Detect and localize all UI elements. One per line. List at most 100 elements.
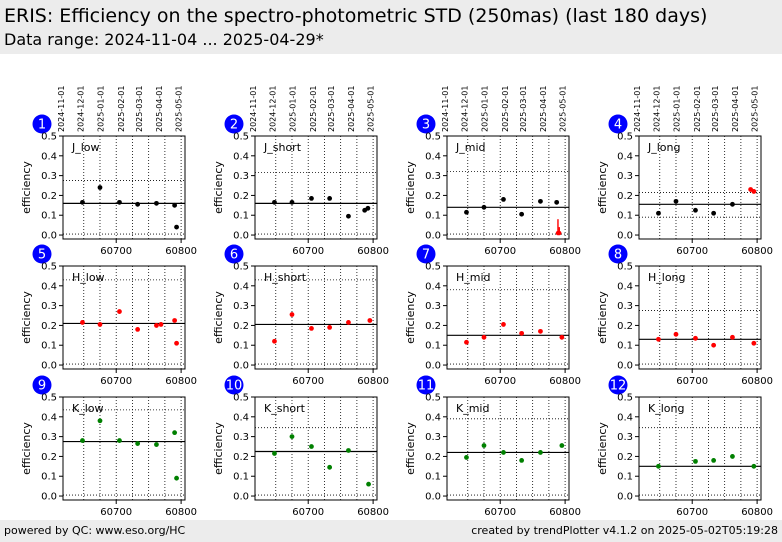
date-tick-label: 2025-01-01 — [481, 86, 490, 133]
y-tick-label: 0.3 — [617, 301, 633, 312]
data-point — [154, 442, 159, 447]
panel-label: J_long — [647, 141, 680, 154]
y-tick-label: 0.2 — [617, 321, 633, 332]
x-tick-label: 60700 — [100, 507, 132, 518]
plot-frame — [254, 396, 378, 501]
data-point — [501, 196, 506, 202]
data-point — [289, 199, 295, 205]
y-tick-label: 0.2 — [425, 191, 441, 202]
y-tick-label: 0.1 — [233, 211, 249, 222]
date-tick-label: 2025-03-01 — [519, 86, 528, 133]
header-bar: ERIS: Efficiency on the spectro-photomet… — [0, 0, 782, 54]
y-tick-label: 0.5 — [425, 262, 441, 273]
y-axis-label: efficiency — [404, 161, 417, 214]
y-tick-label: 0.0 — [233, 492, 249, 503]
data-point — [80, 199, 85, 205]
footer-bar: powered by QC: www.eso.org/HC created by… — [0, 520, 782, 542]
data-point — [559, 334, 565, 340]
data-point — [174, 224, 179, 230]
data-point — [481, 204, 487, 210]
panel-label: H_long — [648, 271, 686, 284]
date-tick-label: 2025-03-01 — [711, 86, 720, 133]
y-tick-label: 0.5 — [41, 393, 57, 404]
y-tick-label: 0.2 — [617, 452, 633, 463]
y-axis-label: efficiency — [596, 422, 609, 475]
data-point — [501, 450, 506, 455]
data-point — [289, 434, 295, 440]
date-tick-label: 2024-11-01 — [633, 86, 642, 133]
data-point — [172, 202, 178, 208]
data-point — [80, 320, 85, 325]
data-point — [464, 209, 469, 215]
data-point — [158, 322, 164, 327]
x-tick-label: 60700 — [484, 507, 516, 518]
plot-frame — [62, 396, 186, 501]
y-tick-label: 0.5 — [41, 132, 57, 143]
date-tick-label: 2025-04-01 — [155, 86, 164, 133]
data-point — [172, 318, 178, 323]
data-point — [538, 328, 543, 334]
data-point — [346, 213, 351, 219]
y-tick-label: 0.4 — [425, 151, 441, 162]
panel-badge — [224, 244, 244, 264]
y-tick-label: 0.5 — [41, 262, 57, 273]
data-point — [346, 320, 351, 325]
date-tick-label: 2024-11-01 — [249, 86, 258, 133]
x-tick-label: 60800 — [357, 376, 389, 387]
data-point — [272, 199, 277, 205]
page-title: ERIS: Efficiency on the spectro-photomet… — [4, 5, 708, 27]
date-tick-label: 2025-01-01 — [289, 86, 298, 133]
y-tick-label: 0.3 — [425, 301, 441, 312]
y-axis-label: efficiency — [20, 161, 33, 214]
data-point — [656, 463, 661, 469]
y-tick-label: 0.4 — [233, 412, 249, 423]
y-tick-label: 0.0 — [425, 492, 441, 503]
y-tick-label: 0.2 — [41, 191, 57, 202]
y-tick-label: 0.4 — [617, 412, 633, 423]
data-point — [272, 451, 277, 456]
y-tick-label: 0.1 — [41, 341, 57, 352]
panel-label: H_mid — [456, 271, 491, 284]
panel-number: 8 — [614, 248, 622, 263]
panel-badge — [224, 375, 244, 395]
date-tick-label: 2025-01-01 — [673, 86, 682, 133]
plot-frame — [446, 396, 570, 501]
y-tick-label: 0.3 — [41, 301, 57, 312]
date-tick-label: 2025-05-01 — [367, 86, 376, 133]
x-tick-label: 60800 — [549, 246, 581, 257]
panel-7: 7 0.0 0.1 0.2 0.3 0.4 0.5 60700 60800 efficiency H… — [404, 244, 581, 387]
data-point — [501, 322, 506, 327]
y-tick-label: 0.3 — [425, 171, 441, 182]
date-tick-label: 2025-02-01 — [693, 86, 702, 133]
data-point — [730, 201, 735, 207]
y-tick-label: 0.1 — [233, 472, 249, 483]
y-tick-label: 0.1 — [617, 211, 633, 222]
y-tick-label: 0.1 — [233, 341, 249, 352]
panel-badge — [416, 244, 436, 264]
data-point — [656, 336, 661, 342]
panel-number: 7 — [422, 248, 430, 263]
y-tick-label: 0.1 — [617, 341, 633, 352]
y-tick-label: 0.5 — [425, 393, 441, 404]
date-tick-label: 2025-02-01 — [117, 86, 126, 132]
y-tick-label: 0.3 — [233, 171, 249, 182]
y-tick-label: 0.3 — [425, 432, 441, 443]
panel-badge — [608, 375, 628, 395]
data-point — [693, 207, 698, 213]
y-tick-label: 0.0 — [41, 361, 57, 372]
x-tick-label: 60700 — [100, 246, 132, 257]
y-tick-label: 0.5 — [233, 393, 249, 404]
data-point — [751, 340, 757, 346]
data-point — [346, 448, 351, 453]
y-tick-label: 0.1 — [425, 211, 441, 222]
panel-number: 5 — [38, 248, 46, 263]
y-axis-label: efficiency — [212, 291, 225, 344]
panel-badge — [224, 114, 244, 134]
y-tick-label: 0.1 — [425, 472, 441, 483]
plot-frame — [446, 265, 570, 370]
x-tick-label: 60700 — [484, 246, 516, 257]
data-point — [673, 331, 679, 337]
page-subtitle: Data range: 2024-11-04 ... 2025-04-29* — [4, 30, 324, 49]
panel-9: 9 0.0 0.1 0.2 0.3 0.4 0.5 60700 60800 efficiency K… — [20, 375, 197, 518]
date-tick-label: 2025-01-01 — [97, 85, 106, 132]
